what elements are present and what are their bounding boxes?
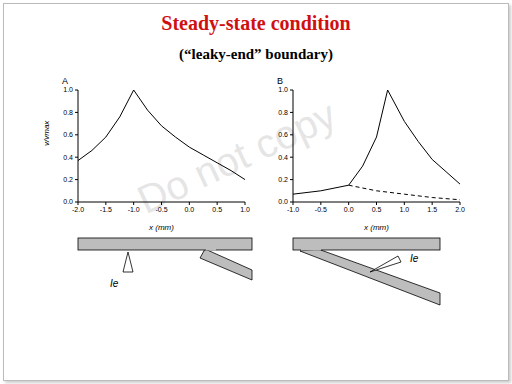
svg-text:-0.5: -0.5 [155, 206, 167, 213]
svg-text:0.0: 0.0 [184, 206, 194, 213]
svg-text:0.0: 0.0 [63, 198, 73, 205]
svg-text:1.0: 1.0 [278, 86, 288, 93]
svg-text:1.0: 1.0 [240, 206, 250, 213]
svg-text:0.5: 0.5 [212, 206, 222, 213]
svg-text:0.6: 0.6 [278, 131, 288, 138]
svg-text:0.8: 0.8 [278, 109, 288, 116]
svg-text:1.0: 1.0 [63, 86, 73, 93]
svg-text:2.0: 2.0 [455, 206, 465, 213]
svg-text:0.5: 0.5 [372, 206, 382, 213]
svg-text:v/vmax: v/vmax [42, 120, 51, 146]
svg-text:0.0: 0.0 [278, 198, 288, 205]
svg-text:0.2: 0.2 [278, 176, 288, 183]
svg-text:-0.5: -0.5 [315, 206, 327, 213]
svg-text:0.4: 0.4 [278, 154, 288, 161]
svg-text:1.5: 1.5 [427, 206, 437, 213]
svg-text:0.0: 0.0 [344, 206, 354, 213]
svg-text:-1.0: -1.0 [287, 206, 299, 213]
svg-text:1.0: 1.0 [399, 206, 409, 213]
svg-text:-2.0: -2.0 [72, 206, 84, 213]
svg-text:x (mm): x (mm) [363, 223, 389, 232]
svg-text:0.4: 0.4 [63, 154, 73, 161]
svg-text:x (mm): x (mm) [148, 223, 174, 232]
svg-text:Ie: Ie [410, 253, 419, 264]
svg-text:0.2: 0.2 [63, 176, 73, 183]
svg-text:-1.5: -1.5 [100, 206, 112, 213]
svg-text:Ie: Ie [110, 278, 119, 289]
svg-text:-1.0: -1.0 [128, 206, 140, 213]
svg-text:0.6: 0.6 [63, 131, 73, 138]
svg-text:0.8: 0.8 [63, 109, 73, 116]
